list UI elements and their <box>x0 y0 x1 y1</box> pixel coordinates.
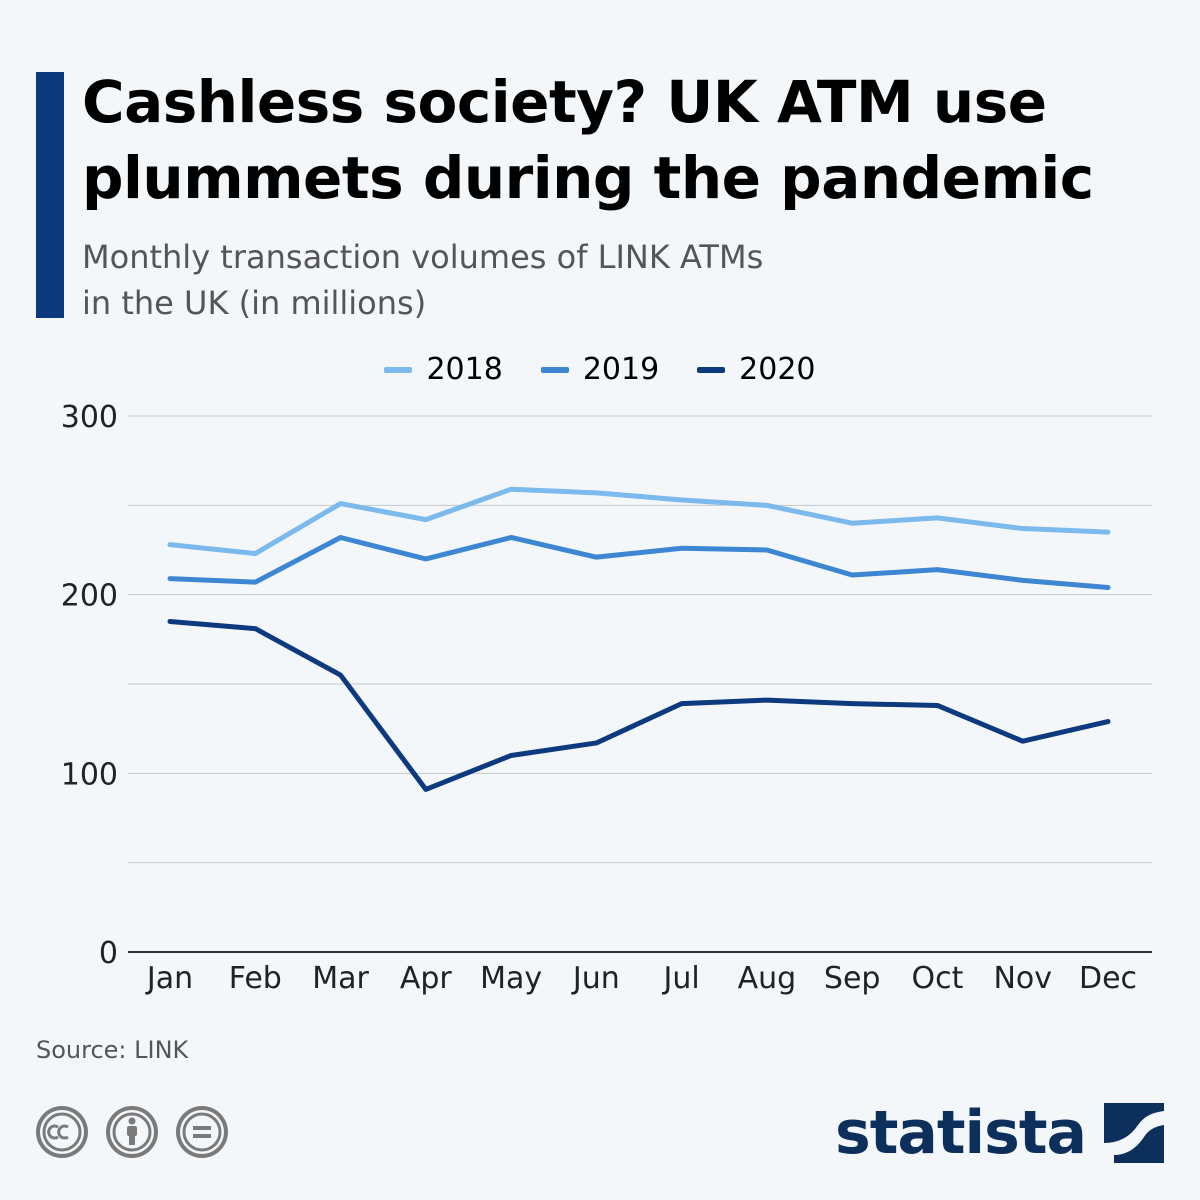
x-tick-label: Aug <box>738 961 797 996</box>
x-tick-label: Jun <box>571 961 620 996</box>
y-tick-label: 0 <box>99 936 118 971</box>
x-tick-label: Feb <box>229 961 282 996</box>
y-tick-label: 100 <box>61 757 118 792</box>
legend-label-2020: 2020 <box>739 352 816 387</box>
attribution-icon[interactable] <box>106 1106 158 1158</box>
x-tick-label: Jul <box>662 961 700 996</box>
chart-title: Cashless society? UK ATM use plummets du… <box>82 68 1094 212</box>
source-note: Source: LINK <box>36 1036 189 1064</box>
legend-swatch-2018 <box>384 366 413 373</box>
legend-label-2019: 2019 <box>582 352 660 387</box>
no-derivatives-icon[interactable] <box>176 1106 228 1158</box>
series-line-2020 <box>167 618 1111 792</box>
x-tick-label: Apr <box>400 961 453 996</box>
statista-logo[interactable]: statista <box>835 1098 1164 1168</box>
x-tick-label: Dec <box>1079 961 1137 996</box>
brand-name: statista <box>834 1098 1087 1168</box>
y-tick-label: 200 <box>61 579 118 614</box>
y-tick-label: 300 <box>61 400 118 435</box>
legend-item-2018: 2018 <box>384 352 503 387</box>
x-tick-label: Nov <box>993 961 1052 996</box>
legend-item-2020: 2020 <box>697 352 816 387</box>
accent-bar <box>36 72 64 318</box>
legend-label-2018: 2018 <box>426 352 503 387</box>
x-tick-label: Oct <box>912 961 964 996</box>
statista-mark-icon <box>1104 1103 1164 1163</box>
legend-item-2019: 2019 <box>540 352 660 387</box>
x-tick-label: Sep <box>824 961 881 996</box>
line-chart: 0 100 200 300 Jan Feb Mar Apr May Jun Jul Aug Sep Oct… <box>61 400 1152 996</box>
license-icons <box>36 1106 228 1158</box>
legend-swatch-2019 <box>540 366 569 373</box>
x-tick-label: Mar <box>312 961 369 996</box>
series-line-2018 <box>167 486 1111 557</box>
chart-subtitle: Monthly transaction volumes of LINK ATMs… <box>82 238 764 322</box>
legend-swatch-2020 <box>697 366 726 373</box>
x-tick-label: Jan <box>145 961 193 996</box>
cc-icon[interactable] <box>36 1106 88 1158</box>
x-tick-label: May <box>480 961 542 996</box>
legend: 2018 2019 2020 <box>0 352 1200 387</box>
series-line-2019 <box>167 534 1111 591</box>
